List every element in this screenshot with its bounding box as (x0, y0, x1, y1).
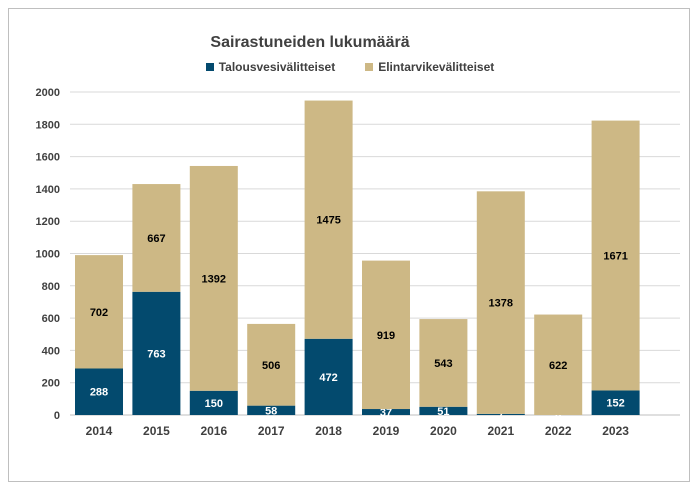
data-label: 152 (606, 398, 624, 410)
bar-water (362, 409, 410, 415)
data-label: 543 (434, 358, 452, 370)
bar-water (304, 338, 353, 415)
bar-food (75, 255, 123, 369)
bar-water (476, 413, 525, 415)
bar-water (591, 390, 640, 415)
bar-food (304, 100, 353, 339)
data-label: 1378 (489, 298, 513, 310)
bar-food (189, 165, 238, 391)
bar-water (132, 291, 181, 415)
bar-water (75, 368, 123, 415)
x-tick-label: 2017 (258, 424, 285, 438)
bar-water (247, 405, 296, 415)
y-tick-label: 1400 (36, 184, 60, 196)
x-tick-label: 2019 (373, 424, 400, 438)
data-label: 0 (555, 410, 561, 422)
x-tick-label: 2020 (430, 424, 457, 438)
chart-border (8, 8, 690, 482)
y-tick-label: 1600 (36, 152, 60, 164)
x-tick-label: 2018 (315, 424, 342, 438)
chart-title: Sairastuneiden lukumäärä (210, 34, 410, 51)
x-tick-label: 2021 (487, 424, 514, 438)
y-tick-label: 0 (54, 410, 60, 422)
y-tick-label: 200 (42, 378, 60, 390)
y-tick-label: 1200 (36, 216, 60, 228)
legend: Talousvesivälitteiset Elintarvikevälitte… (0, 60, 700, 74)
data-label: 51 (437, 406, 449, 418)
data-label: 506 (262, 360, 280, 372)
data-label: 919 (377, 330, 395, 342)
data-label: 150 (205, 398, 223, 410)
y-tick-label: 800 (42, 281, 60, 293)
bar-food (591, 120, 640, 391)
data-label: 7 (498, 409, 504, 421)
x-tick-label: 2023 (602, 424, 629, 438)
x-tick-label: 2022 (545, 424, 572, 438)
data-label: 1671 (603, 251, 627, 263)
bar-food (419, 319, 468, 407)
bar-food (247, 323, 296, 406)
data-label: 622 (549, 360, 567, 372)
legend-label-water: Talousvesivälitteiset (218, 60, 336, 74)
legend-label-food: Elintarvikevälitteiset (378, 60, 495, 74)
data-label: 288 (90, 387, 108, 399)
bar-food (362, 260, 410, 410)
y-tick-label: 400 (42, 345, 60, 357)
data-label: 667 (147, 233, 165, 245)
x-tick-label: 2014 (86, 424, 113, 438)
data-label: 1475 (316, 215, 340, 227)
y-tick-label: 600 (42, 313, 60, 325)
data-label: 58 (265, 405, 277, 417)
data-label: 702 (90, 307, 108, 319)
bar-food (534, 314, 583, 415)
y-tick-label: 2000 (36, 87, 60, 99)
legend-item-water: Talousvesivälitteiset (205, 60, 336, 74)
data-label: 37 (380, 407, 392, 419)
legend-swatch-food (365, 63, 374, 71)
data-label: 472 (319, 372, 337, 384)
data-label: 1392 (202, 273, 226, 285)
x-tick-label: 2016 (200, 424, 227, 438)
x-tick-label: 2015 (143, 424, 170, 438)
bar-food (476, 191, 525, 414)
data-label: 763 (147, 348, 165, 360)
bar-water (419, 406, 468, 415)
bar-water (189, 390, 238, 415)
y-tick-label: 1800 (36, 119, 60, 131)
y-tick-label: 1000 (36, 249, 60, 261)
bar-food (132, 184, 181, 292)
legend-item-food: Elintarvikevälitteiset (365, 60, 494, 74)
legend-swatch-water (205, 63, 214, 71)
